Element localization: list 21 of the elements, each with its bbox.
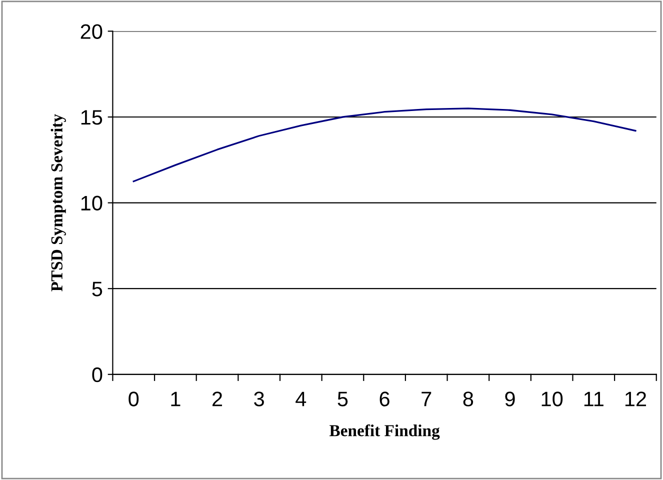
y-tick-label: 10 (81, 196, 102, 211)
x-tick-label: 12 (625, 392, 646, 406)
y-tick-label: 20 (80, 24, 102, 39)
x-tick-label: 1 (171, 392, 180, 406)
x-tick-label: 0 (128, 392, 139, 406)
x-axis-title: Benefit Finding (329, 424, 440, 440)
x-tick-label: 9 (505, 392, 515, 406)
x-tick-label: 7 (422, 392, 432, 406)
y-axis-title: PTSD Symptom Severity (50, 114, 66, 292)
x-tick-label: 11 (584, 392, 604, 406)
line-series (132, 108, 636, 182)
x-tick-label: 8 (463, 392, 474, 406)
x-tick-label: 3 (254, 392, 264, 406)
x-tick-label: 5 (338, 392, 348, 406)
x-tick-label: 6 (380, 392, 390, 406)
y-tick-label: 5 (92, 282, 102, 296)
x-tick-label: 10 (542, 392, 563, 406)
y-tick-label: 0 (92, 367, 102, 382)
y-tick-label: 15 (81, 110, 102, 125)
x-tick-label: 2 (212, 392, 222, 406)
x-tick-label: 4 (296, 392, 306, 406)
